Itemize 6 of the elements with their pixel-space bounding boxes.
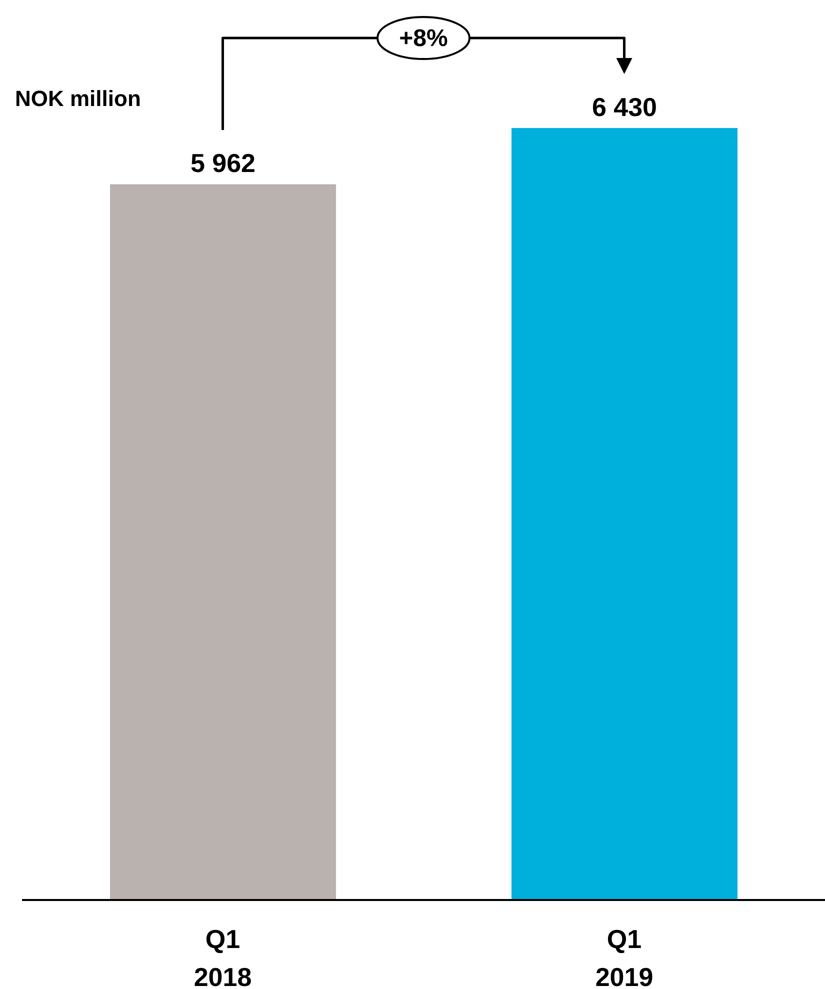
x-tick-label: Q1 2019: [595, 924, 654, 989]
text: +8%: [399, 25, 448, 52]
x-tick-label: Q1 2018: [194, 924, 252, 989]
data-label: 5 962: [190, 148, 256, 178]
y-axis-title: NOK million: [15, 86, 141, 112]
data-label: 6 430: [592, 92, 658, 122]
